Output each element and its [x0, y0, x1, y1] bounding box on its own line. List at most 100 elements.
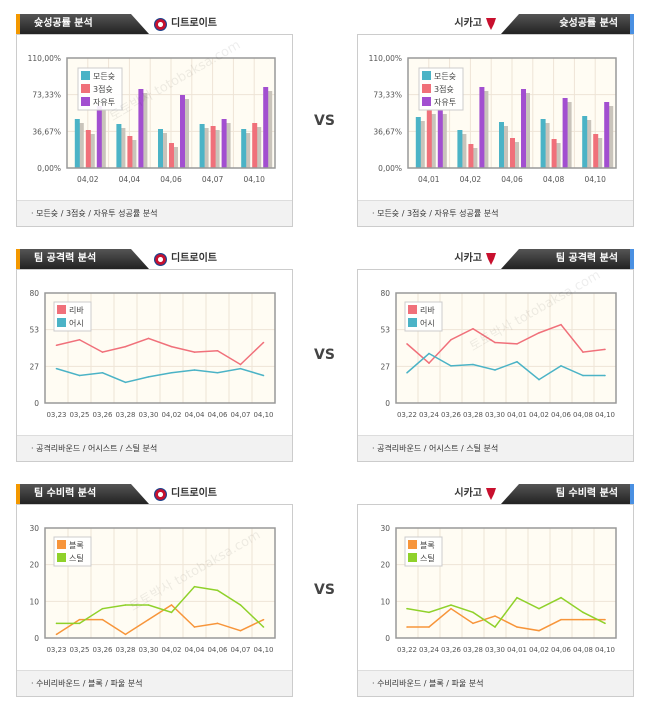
data-point	[262, 626, 265, 628]
bar-0	[540, 119, 546, 168]
x-tick-label: 03,26	[441, 411, 462, 419]
analysis-panel: 팀 수비력 분석 디트로이트 0 10 20 30 03,23 03,25 03,26 03,…	[16, 484, 293, 697]
data-point	[428, 352, 430, 355]
data-point	[55, 622, 58, 625]
plot-border	[395, 292, 617, 404]
bar-shadow	[77, 123, 84, 168]
legend-swatch	[57, 553, 66, 562]
y-tick-label: 27	[29, 362, 39, 371]
x-tick-label: 04,01	[507, 646, 527, 654]
data-point	[494, 369, 496, 371]
data-point	[516, 360, 518, 363]
legend-swatch	[81, 71, 90, 80]
bar-shadow	[224, 123, 231, 168]
data-point	[604, 374, 606, 377]
vs-label: VS	[314, 347, 335, 363]
legend-label: 블록	[69, 540, 84, 550]
bar-2	[562, 98, 568, 168]
data-point	[262, 374, 265, 377]
chart-box: 0 10 20 30 03,22 03,24 03,26 03,28 03,30 04,01 04,…	[357, 504, 634, 697]
data-point	[193, 626, 196, 628]
team-label: 디트로이트	[154, 251, 217, 267]
legend-swatch	[408, 540, 417, 549]
y-tick-label: 53	[380, 326, 390, 335]
series-line-1	[406, 596, 606, 629]
data-point	[239, 367, 242, 370]
panel-header: 팀 수비력 분석 시카고	[357, 484, 634, 504]
panel-title: 팀 공격력 분석	[501, 249, 634, 269]
x-tick-label: 03,30	[485, 411, 505, 419]
analysis-panel: 슛성공률 분석 시카고 0,00% 36,67% 73,33% 110,00% 04,0…	[357, 14, 634, 227]
chart-footer: · 모든슛 / 3점슛 / 자유투 성공률 분석	[17, 200, 292, 226]
data-point	[428, 626, 430, 628]
data-point	[472, 327, 474, 330]
x-tick-label: 03,22	[397, 646, 417, 654]
panel-title: 팀 수비력 분석	[501, 484, 634, 504]
data-point	[516, 343, 518, 345]
legend-swatch	[422, 71, 431, 80]
y-tick-label: 0	[385, 634, 390, 643]
team-label: 디트로이트	[154, 16, 217, 32]
data-point	[560, 323, 562, 326]
x-tick-label: 04,10	[584, 175, 606, 184]
data-point	[582, 611, 584, 614]
y-tick-label: 0	[34, 634, 39, 643]
x-tick-label: 03,26	[441, 646, 462, 654]
y-tick-label: 0	[34, 399, 39, 408]
data-point	[560, 365, 562, 367]
x-tick-label: 04,04	[119, 175, 141, 184]
x-tick-label: 03,26	[92, 411, 113, 419]
x-tick-label: 04,10	[243, 175, 265, 184]
x-tick-label: 04,02	[77, 175, 99, 184]
bar-shadow	[161, 133, 167, 168]
x-tick-label: 04,06	[551, 411, 572, 419]
bar-shadow	[565, 102, 572, 168]
team-logo-icon	[154, 17, 167, 31]
data-point	[216, 349, 219, 352]
data-point	[170, 611, 173, 614]
plot-border	[395, 527, 617, 639]
legend-swatch	[408, 553, 417, 562]
x-tick-label: 04,08	[573, 646, 593, 654]
team-logo-icon	[486, 253, 496, 265]
data-point	[239, 363, 242, 366]
data-point	[582, 351, 584, 353]
legend-label: 스틸	[420, 553, 435, 563]
data-point	[216, 371, 219, 374]
x-tick-label: 04,06	[501, 175, 523, 184]
data-point	[538, 629, 540, 632]
data-point	[582, 618, 584, 621]
data-point	[147, 376, 150, 378]
x-tick-label: 04,06	[207, 646, 228, 654]
legend-label: 블록	[420, 540, 435, 550]
data-point	[147, 337, 150, 340]
y-tick-label: 30	[380, 524, 390, 533]
x-tick-label: 03,28	[463, 646, 483, 654]
y-tick-label: 73,33%	[373, 91, 402, 100]
panel-header: 팀 공격력 분석 디트로이트	[16, 249, 293, 269]
data-point	[216, 622, 219, 625]
chart-box: 0 27 53 80 03,22 03,24 03,26 03,28 03,30 04,01 04,…	[357, 269, 634, 462]
plot-border	[66, 57, 276, 169]
plot-border	[44, 527, 276, 639]
data-point	[101, 607, 104, 610]
team-label: 디트로이트	[154, 486, 217, 502]
bar-shadow	[213, 130, 220, 168]
data-point	[262, 341, 265, 344]
legend-swatch	[422, 84, 431, 93]
y-tick-label: 27	[380, 362, 390, 371]
bar-0	[499, 122, 504, 168]
chart-footer: · 모든슛 / 3점슛 / 자유투 성공률 분석	[358, 200, 633, 226]
series-line-0	[407, 607, 605, 632]
data-point	[147, 604, 150, 606]
data-point	[582, 374, 584, 377]
bar-1	[169, 143, 174, 168]
team-label: 시카고	[454, 251, 496, 267]
y-tick-label: 36,67%	[373, 127, 402, 136]
panel-header: 슛성공률 분석 시카고	[357, 14, 634, 34]
x-tick-label: 03,26	[92, 646, 113, 654]
x-tick-label: 03,24	[419, 411, 440, 419]
data-point	[494, 626, 496, 628]
data-point	[516, 626, 518, 628]
